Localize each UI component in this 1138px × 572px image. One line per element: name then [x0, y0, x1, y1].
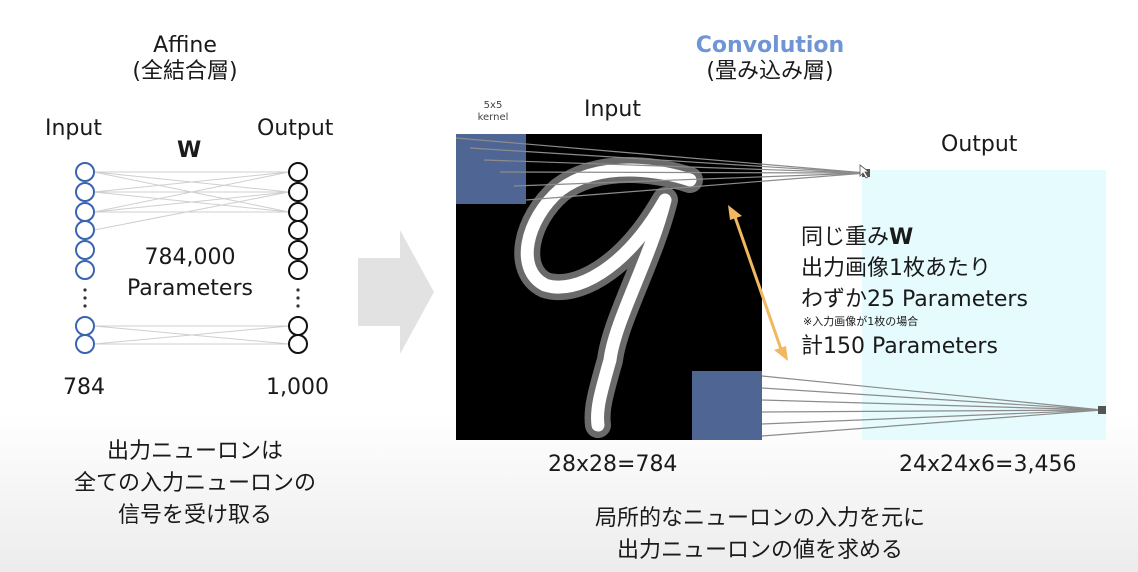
output-plane	[862, 170, 1106, 440]
per-image-note: 出力画像1枚あたり	[801, 256, 991, 281]
affine-subtitle-text: (全結合層)	[132, 59, 238, 84]
affine-input-count: 784	[63, 375, 105, 400]
output-neuron-bottom	[1098, 406, 1106, 414]
weight-symbol: W	[177, 138, 202, 163]
conv-caption-line-2: 出力ニューロンの値を求める	[616, 538, 903, 563]
affine-caption-line-2: 全ての入力ニューロンの	[73, 471, 316, 496]
conv-notes: 同じ重みW 出力画像1枚あたり わずか25 Parameters ※入力画像が1…	[801, 222, 1028, 362]
total-params-note: 計150 Parameters	[801, 334, 998, 359]
affine-caption-line-1: 出力ニューロンは	[106, 439, 283, 464]
conv-input-label: Input	[584, 97, 641, 122]
shared-weight-symbol: W	[889, 225, 914, 250]
affine-param-word: Parameters	[127, 276, 253, 301]
kernel-label: 5x5 kernel	[462, 100, 524, 124]
affine-input-label: Input	[45, 116, 102, 141]
kernel-label-size: 5x5	[483, 100, 503, 111]
affine-title: Affine (全結合層)	[70, 33, 300, 85]
kernel-label-word: kernel	[477, 112, 509, 123]
affine-input-neurons	[75, 162, 95, 354]
affine-output-count: 1,000	[266, 375, 329, 400]
conv-output-size: 24x24x6=3,456	[899, 452, 1077, 477]
convolution-title-text: Convolution	[695, 33, 845, 58]
footnote-note: ※入力画像が1枚の場合	[803, 315, 919, 328]
conv-output-label: Output	[941, 132, 1018, 157]
affine-title-text: Affine	[153, 33, 217, 58]
affine-output-neurons	[288, 162, 308, 354]
affine-output-label: Output	[257, 116, 334, 141]
affine-caption: 出力ニューロンは 全ての入力ニューロンの 信号を受け取る	[35, 436, 355, 532]
conv-caption: 局所的なニューロンの入力を元に 出力ニューロンの値を求める	[530, 503, 990, 567]
convolution-title: Convolution (畳み込み層)	[660, 33, 880, 85]
affine-ellipsis-dots	[83, 288, 300, 308]
affine-param-count: 784,000	[144, 245, 236, 270]
affine-param-block: 784,000 Parameters	[110, 242, 270, 304]
shared-weight-arrow-icon	[728, 205, 788, 361]
big-arrow-icon	[358, 230, 434, 354]
kernel-overlay-bottom	[692, 371, 762, 440]
shared-weight-note: 同じ重みW	[801, 222, 1028, 253]
kernel-connection-lines	[455, 137, 1103, 437]
affine-connections	[93, 171, 290, 345]
few-params-note: わずか25 Parameters	[801, 287, 1028, 312]
affine-caption-line-3: 信号を受け取る	[117, 503, 272, 528]
cursor-icon	[859, 164, 871, 179]
kernel-overlay-top	[456, 134, 526, 204]
conv-caption-line-1: 局所的なニューロンの入力を元に	[594, 506, 925, 531]
convolution-subtitle-text: (畳み込み層)	[706, 59, 834, 84]
conv-input-size: 28x28=784	[548, 452, 678, 477]
shared-weight-prefix: 同じ重み	[801, 225, 890, 250]
